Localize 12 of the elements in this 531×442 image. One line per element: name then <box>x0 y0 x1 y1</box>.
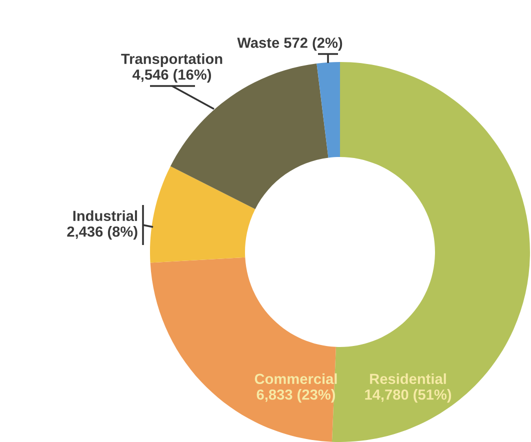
donut-slice <box>150 166 256 263</box>
slice-label: Waste 572 (2%) <box>237 37 342 51</box>
donut-slice <box>150 257 336 442</box>
slice-label: Industrial <box>73 210 137 222</box>
data-label: 14,780 (51%) <box>365 389 452 403</box>
data-label: 6,833 (23%) <box>256 389 335 403</box>
slice-label: Residential <box>370 373 446 384</box>
data-label: 4,546 (16%) <box>132 69 211 83</box>
data-label: 2,436 (8%) <box>67 226 138 240</box>
donut-slice <box>316 62 340 158</box>
slice-label: Commercial <box>254 373 337 384</box>
slice-label: Transportation <box>121 53 222 67</box>
